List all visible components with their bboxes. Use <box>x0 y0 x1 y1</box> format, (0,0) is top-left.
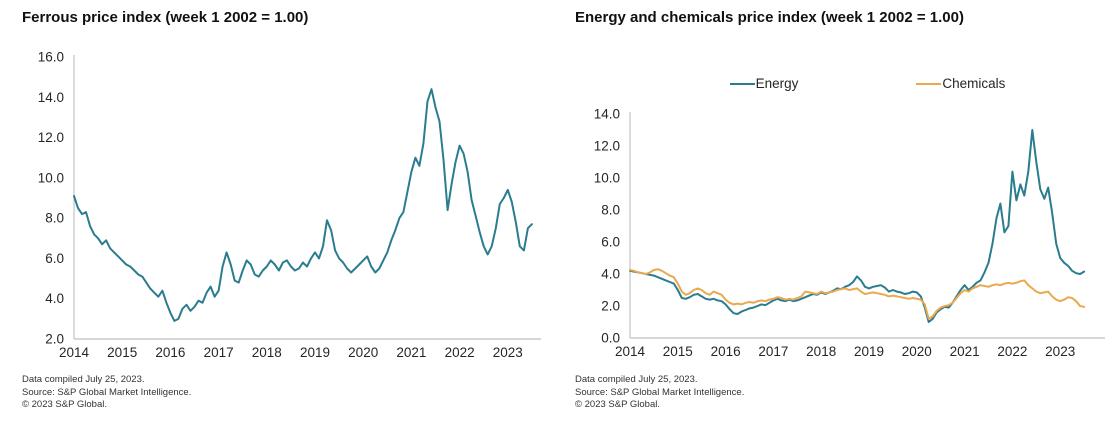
legend-label-chemicals: Chemicals <box>942 76 1006 91</box>
energy-line-swatch <box>729 82 755 85</box>
y-tick-label: 14.0 <box>38 90 64 105</box>
x-tick-label: 2021 <box>396 345 426 360</box>
x-tick-label: 2019 <box>854 344 884 359</box>
x-tick-label: 2022 <box>997 344 1027 359</box>
footnote-source: Source: S&P Global Market Intelligence. <box>22 386 192 398</box>
ferrous-chart-title: Ferrous price index (week 1 2002 = 1.00) <box>22 9 309 26</box>
y-tick-label: 10.0 <box>38 170 64 185</box>
y-tick-label: 8.0 <box>601 203 620 218</box>
footnote-compiled: Data compiled July 25, 2023. <box>575 374 698 385</box>
legend-item-energy: Energy <box>729 76 799 91</box>
x-tick-label: 2014 <box>615 344 646 359</box>
x-tick-label: 2023 <box>493 345 523 360</box>
x-tick-label: 2015 <box>663 344 693 359</box>
footnote-source: Source: S&P Global Market Intelligence. <box>575 386 745 398</box>
y-tick-label: 6.0 <box>45 251 64 266</box>
y-tick-label: 12.0 <box>594 139 620 154</box>
energy-series-line <box>629 129 1086 323</box>
y-tick-label: 8.0 <box>45 211 64 226</box>
x-tick-label: 2020 <box>348 345 378 360</box>
chemicals-line-swatch <box>916 82 942 85</box>
x-tick-label: 2019 <box>300 345 330 360</box>
chart-legend: Energy Chemicals <box>630 76 1105 91</box>
x-tick-label: 2023 <box>1045 344 1075 359</box>
y-tick-label: 10.0 <box>594 171 620 186</box>
y-tick-label: 14.0 <box>594 107 620 122</box>
energy-chemicals-chart-footnotes: Data compiled July 25, 2023. Source: S&P… <box>575 374 744 412</box>
x-tick-label: 2022 <box>445 345 475 360</box>
x-tick-label: 2017 <box>758 344 788 359</box>
footnote-copyright: © 2023 S&P Global. <box>575 399 660 410</box>
y-tick-label: 0.0 <box>601 331 620 346</box>
x-tick-label: 2018 <box>252 345 282 360</box>
energy-chemicals-chart-title: Energy and chemicals price index (week 1… <box>575 9 964 26</box>
x-tick-label: 2016 <box>155 345 185 360</box>
y-tick-label: 4.0 <box>601 267 620 282</box>
x-tick-label: 2014 <box>59 345 90 360</box>
x-tick-label: 2015 <box>107 345 137 360</box>
legend-label-energy: Energy <box>755 76 799 91</box>
y-tick-label: 16.0 <box>38 50 64 65</box>
y-tick-label: 2.0 <box>45 332 64 347</box>
x-tick-label: 2017 <box>204 345 234 360</box>
energy-chemicals-line-chart: 0.0 2.0 4.0 6.0 8.0 10.0 12.0 14.0 2014 2015 2016 2… <box>594 107 1105 359</box>
x-tick-label: 2016 <box>711 344 741 359</box>
ferrous-series-line <box>73 88 533 322</box>
footnote-compiled: Data compiled July 25, 2023. <box>22 374 145 385</box>
ferrous-chart-footnotes: Data compiled July 25, 2023. Source: S&P… <box>22 374 191 412</box>
legend-item-chemicals: Chemicals <box>916 76 1005 91</box>
x-tick-label: 2020 <box>902 344 932 359</box>
y-tick-label: 12.0 <box>38 130 64 145</box>
y-tick-label: 4.0 <box>45 291 64 306</box>
x-tick-label: 2018 <box>806 344 836 359</box>
x-tick-label: 2021 <box>950 344 980 359</box>
ferrous-line-chart: 2.0 4.0 6.0 8.0 10.0 12.0 14.0 16.0 2014 2015 2016… <box>38 50 541 360</box>
footnote-copyright: © 2023 S&P Global. <box>22 399 107 410</box>
y-tick-label: 2.0 <box>601 299 620 314</box>
chemicals-series-line <box>629 268 1086 320</box>
y-tick-label: 6.0 <box>601 235 620 250</box>
